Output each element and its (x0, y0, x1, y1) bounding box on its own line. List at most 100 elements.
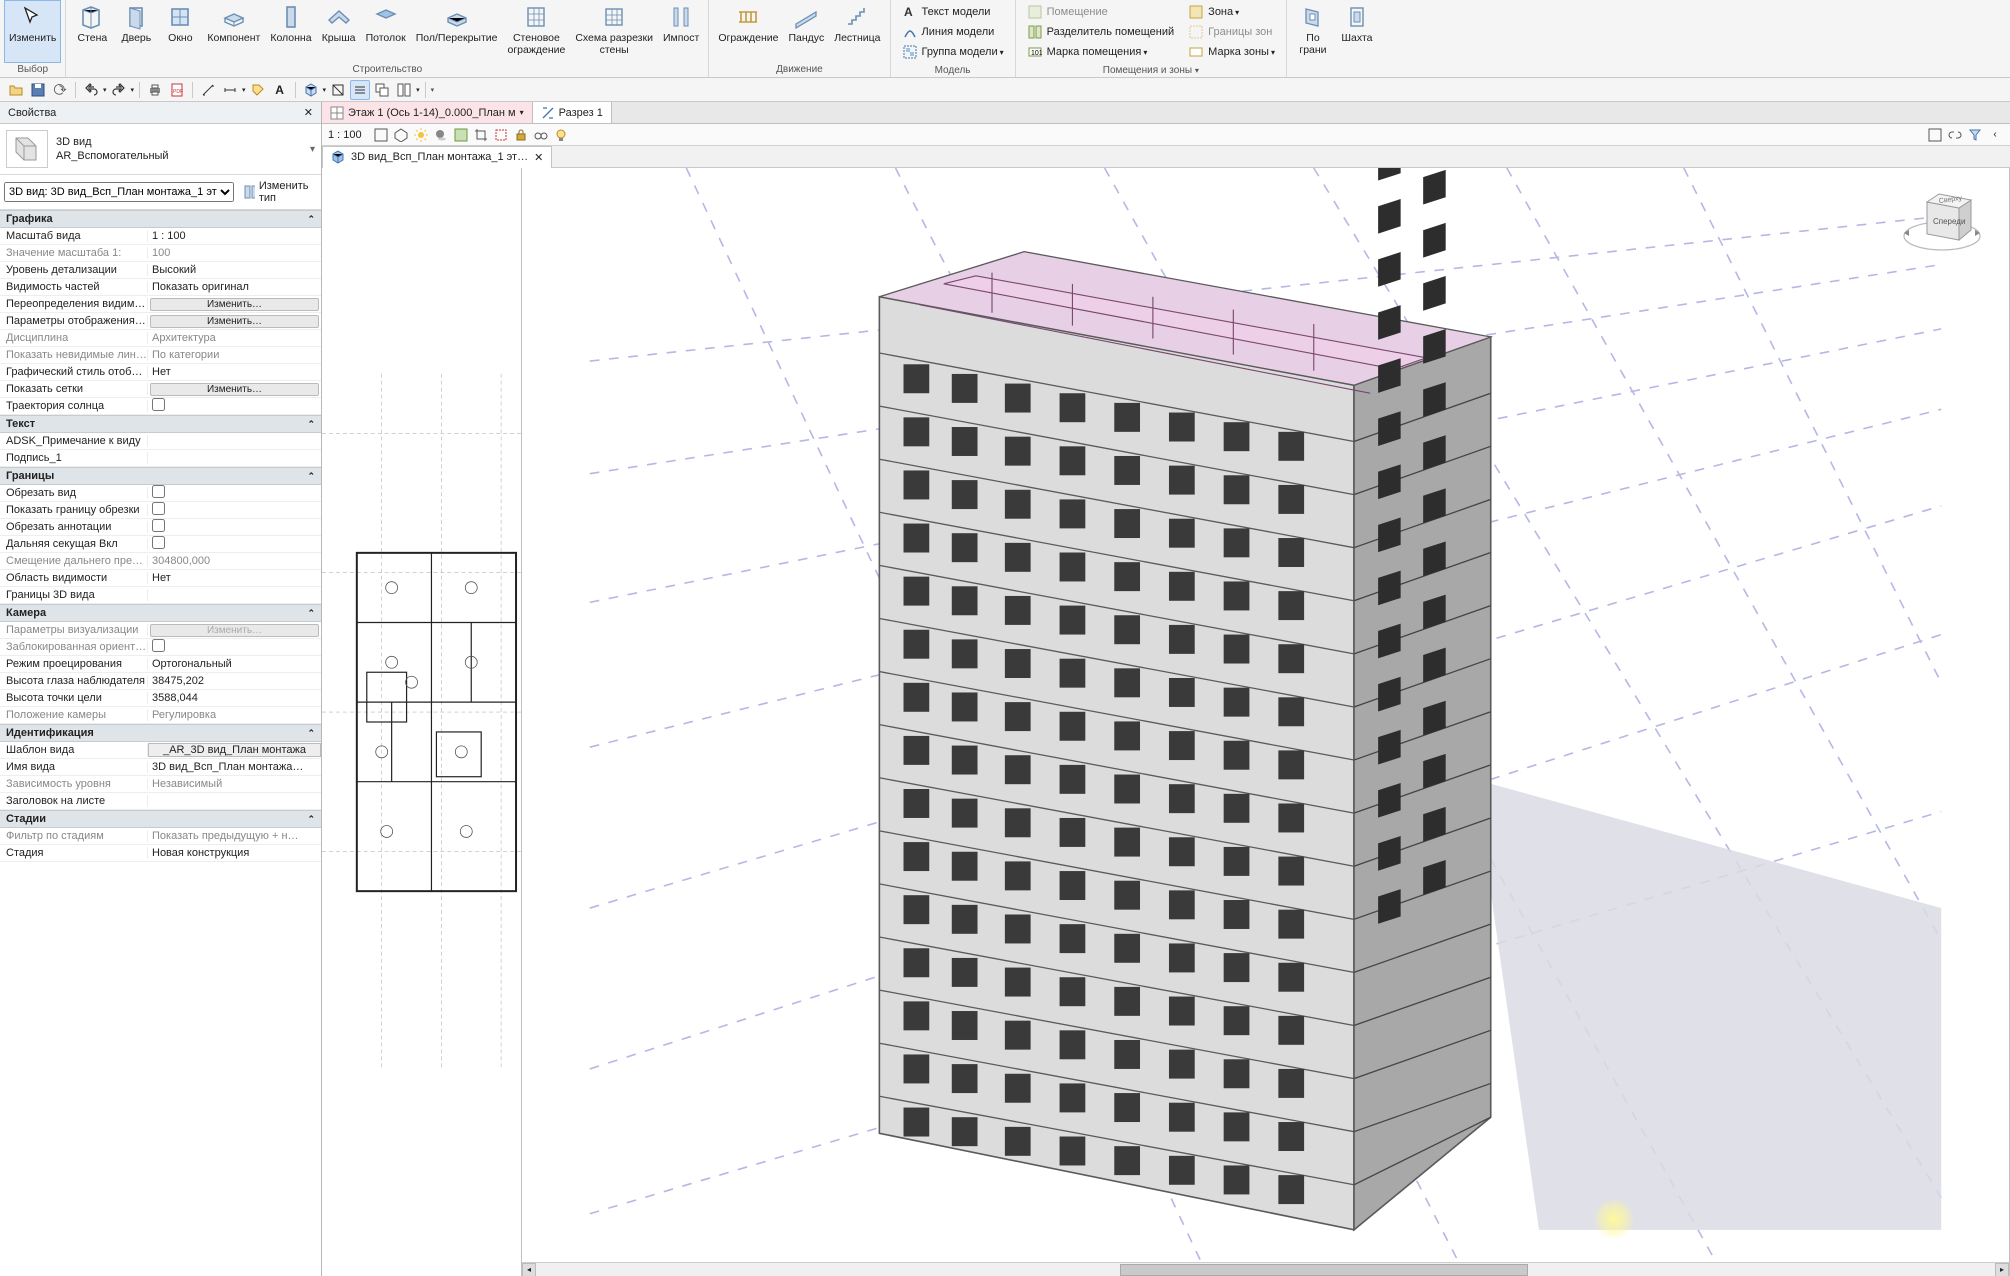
prop-row[interactable]: Показать границу обрезки (0, 502, 321, 519)
model-line-button[interactable]: Линия модели (897, 22, 1009, 42)
chevron-down-icon[interactable]: ▾ (310, 144, 315, 155)
checkbox[interactable] (152, 519, 165, 532)
collapse-icon[interactable]: ⌃ (307, 728, 315, 739)
horizontal-scrollbar[interactable]: ◂ ▸ (522, 1262, 2009, 1276)
prop-value[interactable] (148, 398, 321, 414)
prop-value[interactable]: 304800,000 (148, 555, 321, 567)
zone-bound-button[interactable]: Границы зон (1183, 22, 1280, 42)
subtab-3d[interactable]: 3D вид_Всп_План монтажа_1 эт… ✕ (322, 146, 552, 168)
crop-visible-button[interactable] (492, 126, 510, 144)
prop-value[interactable]: Изменить… (150, 298, 319, 311)
model-text-button[interactable]: AТекст модели (897, 2, 1009, 22)
sun-button[interactable] (412, 126, 430, 144)
prop-row[interactable]: Режим проецированияОртогональный (0, 656, 321, 673)
prop-row[interactable]: Границы 3D вида (0, 587, 321, 604)
prop-value[interactable]: Архитектура (148, 332, 321, 344)
print-button[interactable] (145, 80, 165, 100)
prop-row[interactable]: Высота глаза наблюдателя38475,202 (0, 673, 321, 690)
prop-value[interactable] (148, 502, 321, 518)
prop-row[interactable]: Дальняя секущая Вкл (0, 536, 321, 553)
zone-button[interactable]: Зона▾ (1183, 2, 1280, 22)
room-tag-button[interactable]: 101Марка помещения▾ (1022, 42, 1180, 62)
prop-value[interactable]: 100 (148, 247, 321, 259)
temp-hide-button[interactable] (532, 126, 550, 144)
chevron-down-icon[interactable]: ▾ (323, 86, 327, 94)
prop-row[interactable]: Параметры отображения…Изменить… (0, 313, 321, 330)
room-button[interactable]: Помещение (1022, 2, 1180, 22)
prop-row[interactable]: Параметры визуализацииИзменить… (0, 622, 321, 639)
prop-row[interactable]: Заголовок на листе (0, 793, 321, 810)
wc-button[interactable] (1926, 126, 1944, 144)
curtain-grid-button[interactable]: Схема разрезки стены (570, 0, 658, 63)
railing-button[interactable]: Ограждение (713, 0, 783, 63)
prop-row[interactable]: Уровень детализацииВысокий (0, 262, 321, 279)
prop-row[interactable]: Значение масштаба 1:100 (0, 245, 321, 262)
prop-value[interactable] (148, 536, 321, 552)
view-cube[interactable]: Спереди Сверху (1899, 180, 1985, 266)
text-button[interactable]: A (270, 80, 290, 100)
prop-value[interactable]: 3588,044 (148, 692, 321, 704)
reveal-button[interactable] (552, 126, 570, 144)
zone-tag-button[interactable]: Марка зоны▾ (1183, 42, 1280, 62)
scroll-left-button[interactable]: ◂ (522, 1263, 536, 1276)
tab-section[interactable]: Разрез 1 (533, 102, 612, 123)
window-button[interactable]: Окно (158, 0, 202, 63)
ceiling-button[interactable]: Потолок (361, 0, 411, 63)
collapse-icon[interactable]: ⌃ (307, 471, 315, 482)
prop-row[interactable]: Зависимость уровняНезависимый (0, 776, 321, 793)
properties-table[interactable]: Графика⌃Масштаб вида1 : 100Значение масш… (0, 210, 321, 1276)
collapse-icon[interactable]: ⌃ (307, 214, 315, 225)
prop-value[interactable]: Показать оригинал (148, 281, 321, 293)
redo-button[interactable] (109, 80, 129, 100)
scroll-right-button[interactable]: ▸ (1995, 1263, 2009, 1276)
prop-value[interactable]: 38475,202 (148, 675, 321, 687)
3d-view-pane[interactable]: Спереди Сверху ◂ ▸ (522, 168, 2010, 1276)
prop-row[interactable]: Заблокированная ориент… (0, 639, 321, 656)
checkbox[interactable] (152, 536, 165, 549)
prop-value[interactable] (148, 485, 321, 501)
prop-row[interactable]: Переопределения видим…Изменить… (0, 296, 321, 313)
lock-button[interactable] (512, 126, 530, 144)
close-icon[interactable]: ✕ (304, 106, 313, 119)
prop-row[interactable]: Фильтр по стадиямПоказать предыдущую + н… (0, 828, 321, 845)
prop-value[interactable]: Изменить… (150, 315, 319, 328)
prop-category[interactable]: Графика⌃ (0, 210, 321, 228)
prop-row[interactable]: Обрезать аннотации (0, 519, 321, 536)
switch-view-button[interactable] (394, 80, 414, 100)
visual-style-button[interactable] (392, 126, 410, 144)
prop-row[interactable]: Показать сеткиИзменить… (0, 381, 321, 398)
type-selector[interactable]: 3D вид AR_Вспомогательный ▾ (0, 124, 321, 175)
prop-row[interactable]: Показать невидимые лин…По категории (0, 347, 321, 364)
checkbox[interactable] (152, 398, 165, 411)
scroll-thumb[interactable] (1120, 1264, 1529, 1276)
prop-row[interactable]: Масштаб вида1 : 100 (0, 228, 321, 245)
shadows-button[interactable] (432, 126, 450, 144)
model-group-button[interactable]: Группа модели▾ (897, 42, 1009, 62)
tab-plan[interactable]: Этаж 1 (Ось 1-14)_0.000_План м ▾ (322, 102, 533, 123)
edit-type-button[interactable]: Изменить тип (240, 178, 317, 206)
prop-value[interactable]: Независимый (148, 778, 321, 790)
align-dim-button[interactable] (220, 80, 240, 100)
collapse-icon[interactable]: ⌃ (307, 814, 315, 825)
prop-row[interactable]: Графический стиль отоб…Нет (0, 364, 321, 381)
3d-canvas[interactable]: Спереди Сверху (522, 168, 2009, 1262)
column-button[interactable]: Колонна (265, 0, 316, 63)
prop-row[interactable]: Обрезать вид (0, 485, 321, 502)
render-button[interactable] (452, 126, 470, 144)
prop-row[interactable]: Шаблон вида_AR_3D вид_План монтажа (0, 742, 321, 759)
prop-category[interactable]: Стадии⌃ (0, 810, 321, 828)
3d-view-button[interactable] (301, 80, 321, 100)
prop-category[interactable]: Идентификация⌃ (0, 724, 321, 742)
collapse-icon[interactable]: ⌃ (307, 419, 315, 430)
prop-value[interactable]: Нет (148, 366, 321, 378)
prop-row[interactable]: Видимость частейПоказать оригинал (0, 279, 321, 296)
checkbox[interactable] (152, 485, 165, 498)
prop-row[interactable]: Смещение дальнего пред…304800,000 (0, 553, 321, 570)
plan-view-pane[interactable] (322, 168, 522, 1276)
door-button[interactable]: Дверь (114, 0, 158, 63)
close-inactive-button[interactable] (372, 80, 392, 100)
scale-label[interactable]: 1 : 100 (328, 129, 362, 141)
floor-button[interactable]: Пол/Перекрытие (411, 0, 503, 63)
collapse-icon[interactable]: ⌃ (307, 608, 315, 619)
chevron-down-icon[interactable]: ▾ (242, 86, 246, 94)
